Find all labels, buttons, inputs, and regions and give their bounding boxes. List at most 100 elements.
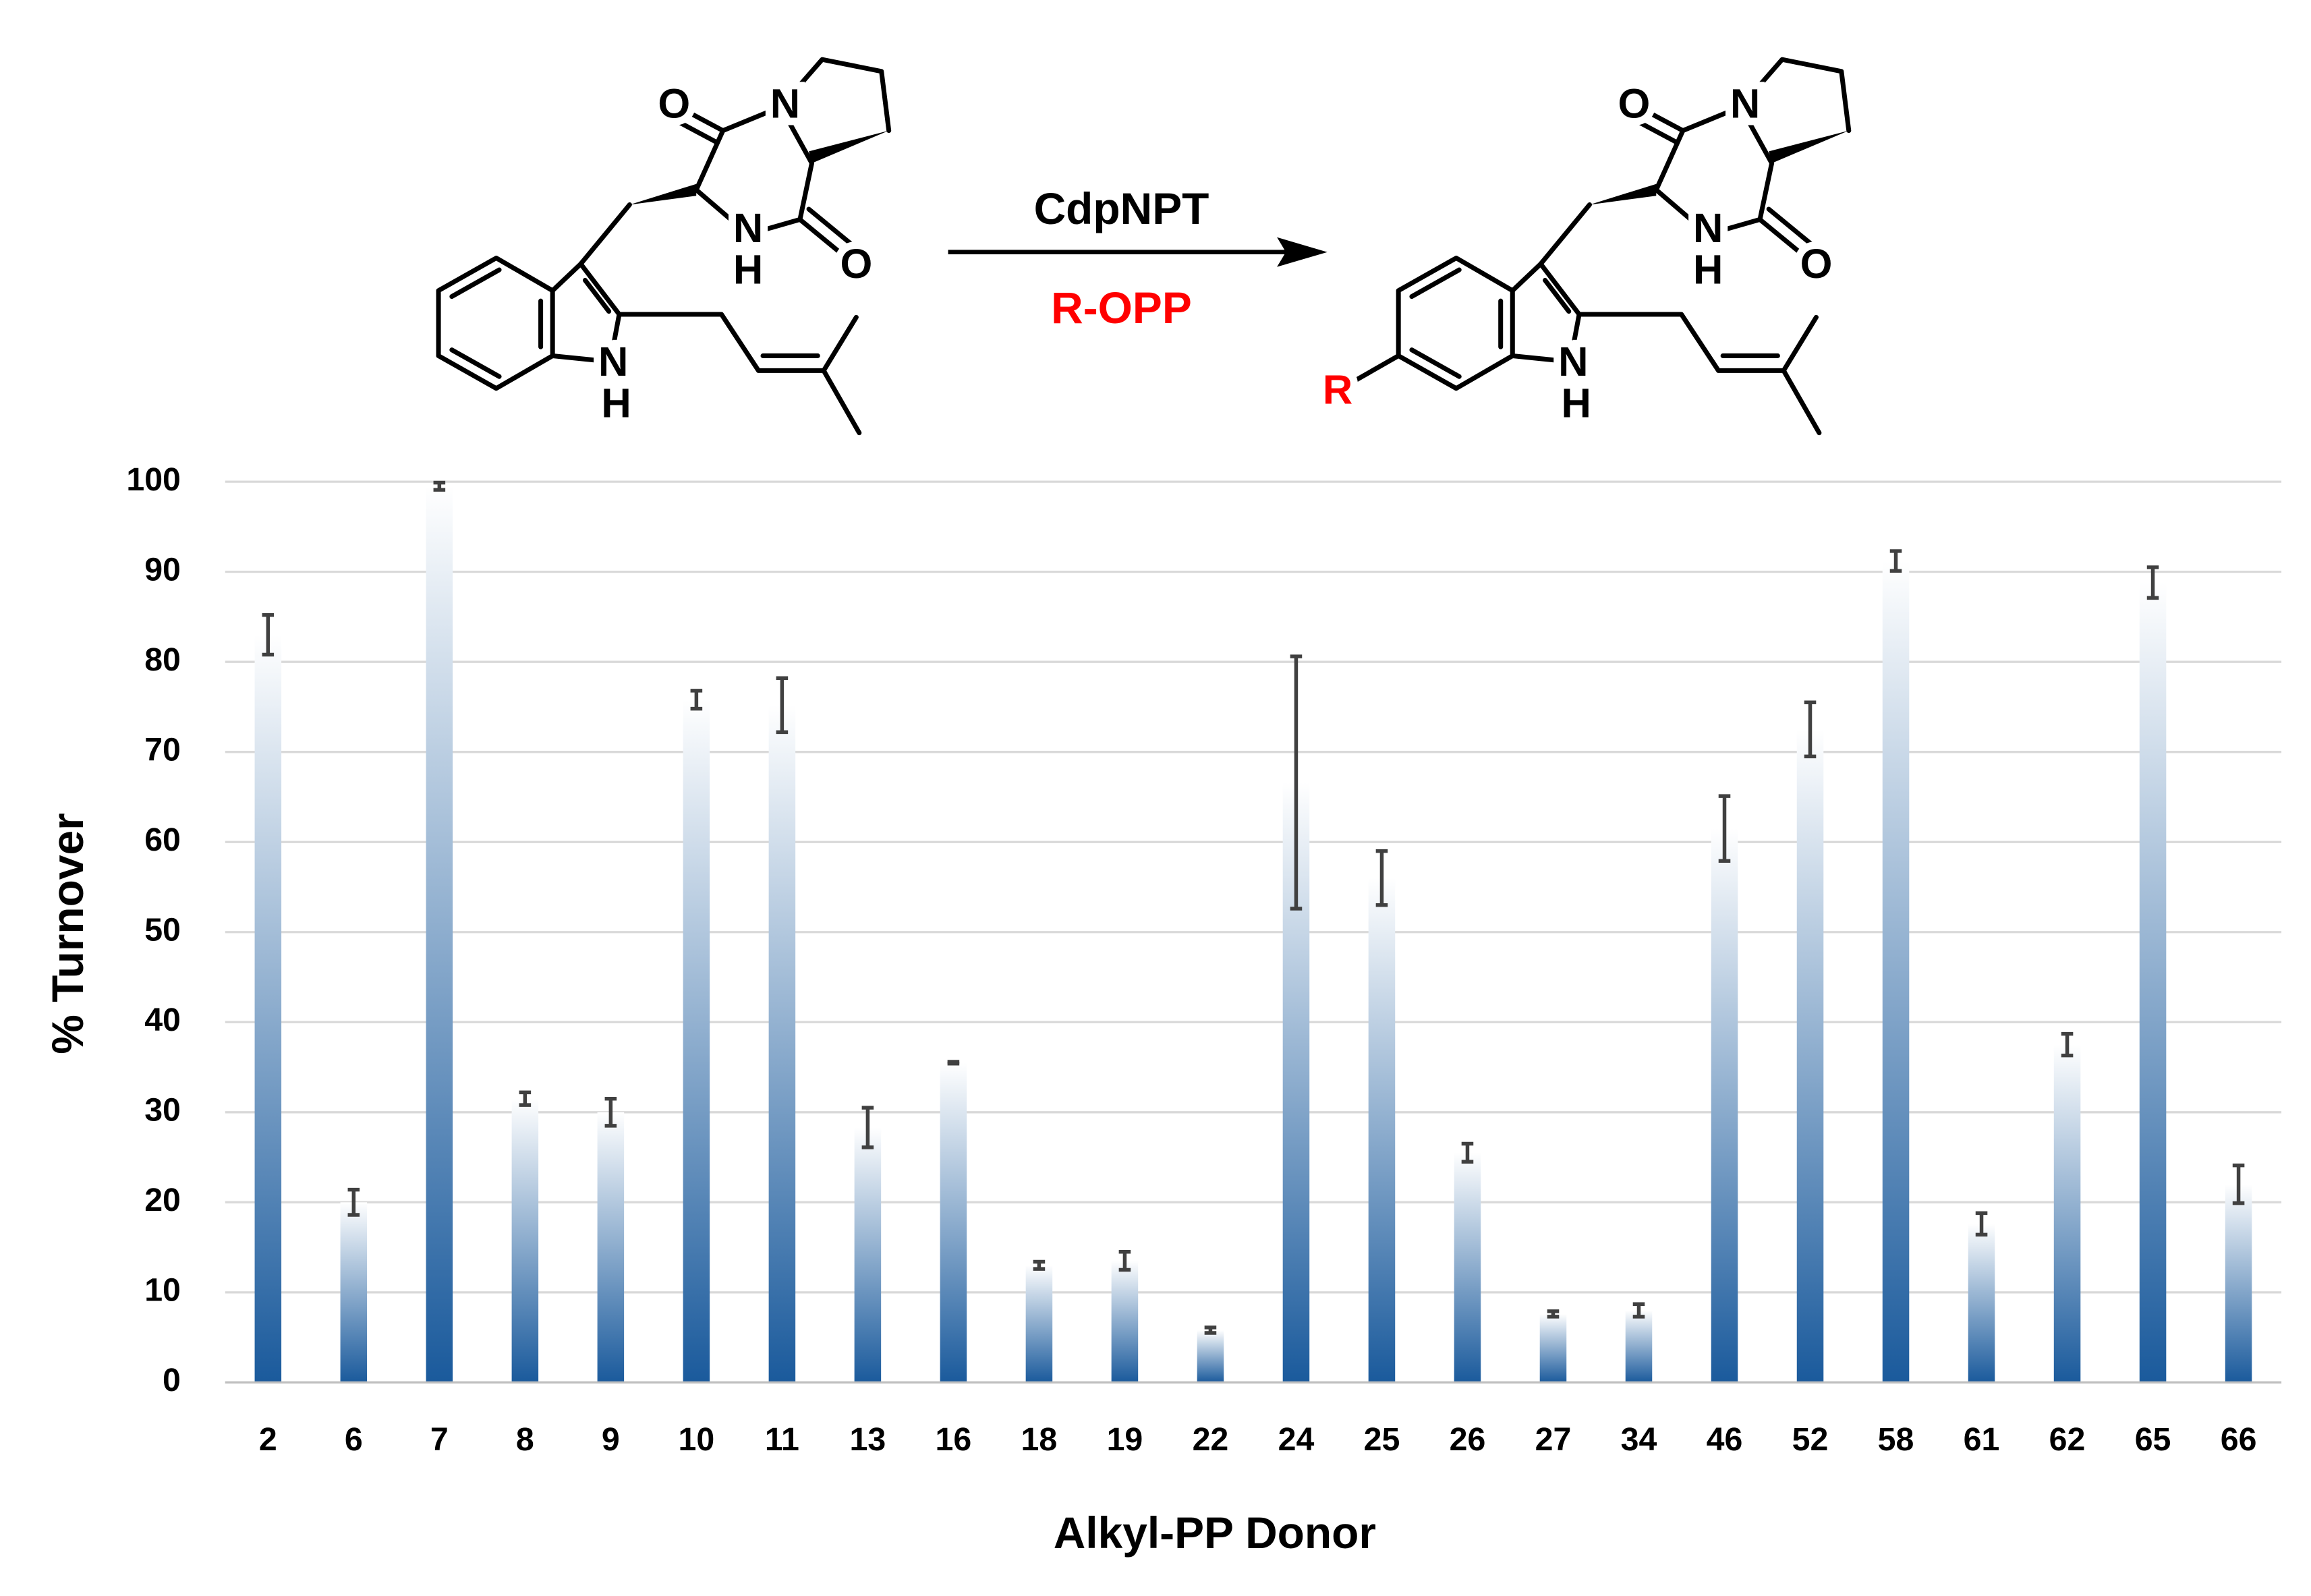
y-tick-label: 10 — [144, 1272, 181, 1309]
y-tick-label: 70 — [144, 731, 181, 768]
bond — [797, 217, 853, 264]
bar — [597, 1112, 625, 1383]
x-tick-label: 13 — [850, 1421, 886, 1458]
x-tick-label: 46 — [1707, 1421, 1743, 1458]
bond — [1354, 353, 1401, 382]
error-bar — [1718, 794, 1731, 863]
dkp-ring — [693, 161, 815, 237]
prenyl — [617, 312, 862, 436]
atom-label: N — [770, 81, 800, 127]
x-tick-label: 22 — [1193, 1421, 1229, 1458]
bar — [1025, 1265, 1053, 1383]
error-bar — [347, 1187, 360, 1217]
error-bar — [1375, 849, 1388, 907]
error-bar — [519, 1090, 532, 1107]
bar — [683, 700, 710, 1383]
atom-label: N — [598, 339, 628, 385]
benzene-ring — [436, 255, 555, 391]
atom-label: N — [1693, 205, 1723, 252]
bar — [426, 486, 453, 1383]
error-bar — [1118, 1250, 1131, 1272]
error-bar — [1632, 1302, 1645, 1319]
bar — [1197, 1330, 1224, 1383]
bar — [1796, 729, 1824, 1383]
y-tick-label: 90 — [144, 551, 181, 588]
grid: 0 10 20 30 40 50 60 70 80 90 100 — [126, 461, 2282, 1398]
x-tick-label: 9 — [602, 1421, 620, 1458]
x-tick-label: 62 — [2049, 1421, 2086, 1458]
x-tick-label: 8 — [516, 1421, 534, 1458]
bar — [1968, 1224, 1995, 1383]
atom-label: N — [733, 205, 763, 252]
bar — [1539, 1313, 1567, 1383]
atom-label: H — [1693, 247, 1723, 293]
error-bar — [1461, 1141, 1474, 1164]
atom-label: N — [1730, 81, 1760, 127]
error-bar — [1804, 700, 1817, 759]
y-tick-label: 100 — [126, 461, 181, 498]
error-bar — [1033, 1259, 1046, 1271]
bar — [2053, 1044, 2081, 1383]
proline-ring — [778, 57, 892, 134]
wedge — [629, 183, 697, 205]
bar — [1882, 561, 1910, 1383]
atom-label: O — [1618, 81, 1650, 127]
x-tick-label: 6 — [345, 1421, 363, 1458]
plot-area: 2 6 7 8 9 10 11 13 16 18 19 22 24 25 26 27 34 46 52 58 61 62 6… — [225, 480, 2282, 1458]
bond — [670, 116, 720, 145]
cosubstrate-label: R-OPP — [1051, 283, 1192, 333]
bar — [1454, 1152, 1481, 1383]
substrate-structure — [436, 57, 892, 436]
bar — [254, 635, 282, 1383]
bar — [768, 705, 796, 1383]
x-tick-label: 2 — [259, 1421, 277, 1458]
error-bar — [1975, 1211, 1988, 1237]
x-tick-label: 58 — [1878, 1421, 1914, 1458]
x-tick-label: 10 — [679, 1421, 715, 1458]
bond — [821, 314, 859, 373]
bar — [1111, 1261, 1139, 1383]
bar — [940, 1062, 967, 1383]
atom-label: O — [658, 81, 690, 127]
atom-label: H — [1562, 380, 1591, 426]
x-tick-label: 61 — [1964, 1421, 2000, 1458]
x-tick-label: 7 — [430, 1421, 449, 1458]
bar — [1711, 828, 1738, 1383]
x-tick-label: 27 — [1535, 1421, 1572, 1458]
x-tick-label: 19 — [1107, 1421, 1143, 1458]
catalyst-label: CdpNPT — [1034, 183, 1209, 233]
bond — [449, 347, 502, 379]
error-bar — [433, 480, 446, 492]
error-bar — [604, 1097, 617, 1128]
error-bar — [690, 689, 703, 711]
x-tick-label: 34 — [1621, 1421, 1657, 1458]
error-bar — [1290, 654, 1303, 911]
x-tick-label: 66 — [2221, 1421, 2257, 1458]
bar — [340, 1202, 368, 1383]
x-axis-title: Alkyl-PP Donor — [1054, 1508, 1376, 1558]
error-bar — [947, 1060, 960, 1066]
x-tick-label: 52 — [1792, 1421, 1829, 1458]
x-tick-label: 26 — [1450, 1421, 1486, 1458]
dkp-ring — [693, 104, 815, 192]
error-bar — [2232, 1163, 2245, 1205]
bond — [582, 277, 612, 314]
bar — [2225, 1184, 2252, 1383]
bar — [511, 1098, 539, 1383]
error-bar — [861, 1106, 874, 1149]
bond — [578, 202, 632, 266]
x-tick-label: 11 — [765, 1421, 799, 1458]
error-bar — [1889, 549, 1902, 573]
substituent-label: R — [1323, 367, 1352, 414]
x-tick-label: 25 — [1364, 1421, 1400, 1458]
bond — [806, 206, 862, 254]
error-bar — [2061, 1031, 2074, 1058]
x-tick-label: 24 — [1278, 1421, 1315, 1458]
x-tick-label: 16 — [936, 1421, 972, 1458]
y-tick-label: 60 — [144, 822, 181, 858]
error-bar — [776, 676, 789, 735]
bond — [449, 267, 502, 300]
error-bar — [262, 612, 275, 657]
